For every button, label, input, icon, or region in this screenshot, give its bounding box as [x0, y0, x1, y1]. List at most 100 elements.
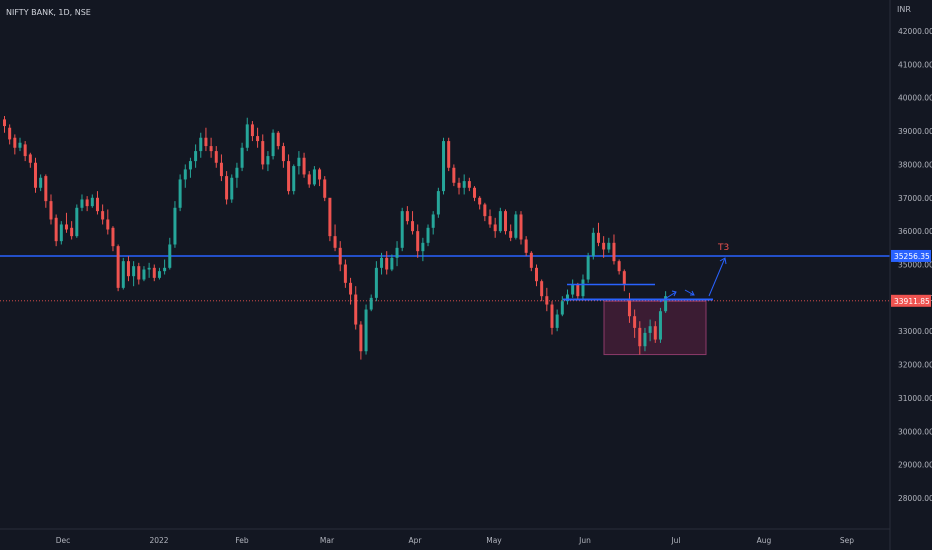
candle	[354, 286, 358, 330]
candle-body	[442, 141, 446, 192]
candle	[483, 202, 487, 222]
candle-body	[380, 257, 384, 268]
candle	[411, 211, 415, 235]
candle	[152, 264, 156, 282]
candle-body	[168, 244, 172, 268]
candle	[281, 142, 285, 168]
candle-body	[3, 119, 6, 127]
candle-body	[498, 211, 502, 232]
candle-body	[622, 271, 626, 285]
candle	[111, 226, 115, 252]
candle	[271, 129, 275, 160]
candle-body	[333, 236, 337, 248]
candle-body	[235, 167, 239, 178]
candle	[550, 301, 554, 335]
arrow-head	[690, 290, 695, 296]
candle	[627, 292, 631, 323]
candle	[18, 137, 22, 152]
candle-body	[560, 301, 564, 315]
candle-body	[219, 162, 223, 177]
candle	[126, 256, 130, 282]
candle-body	[152, 267, 156, 278]
candle	[617, 259, 621, 275]
candle-body	[80, 199, 84, 208]
candle	[250, 121, 254, 142]
candle-body	[126, 261, 130, 277]
candle-body	[8, 127, 12, 140]
time-tick-label: Jul	[670, 536, 680, 545]
candle-body	[421, 242, 425, 252]
candle-body	[607, 242, 611, 250]
candle	[493, 217, 497, 238]
candle-body	[194, 151, 198, 162]
candle-body	[467, 181, 471, 188]
candle-body	[23, 144, 27, 157]
price-tick-label: 31000.00	[898, 394, 932, 403]
time-tick-label: May	[486, 536, 502, 545]
price-axis[interactable]: 28000.00 29000.00 30000.00 31000.00 32000.00…	[889, 0, 932, 550]
candle	[209, 137, 213, 158]
candle	[101, 204, 105, 225]
candle-body	[385, 257, 389, 270]
candle	[49, 194, 53, 225]
candle-body	[478, 197, 482, 205]
candle	[225, 171, 229, 205]
candle	[390, 254, 394, 272]
candle-body	[359, 324, 363, 352]
candle	[178, 174, 182, 212]
candle	[395, 241, 399, 267]
candle	[581, 274, 585, 300]
candle	[204, 127, 208, 152]
candle-body	[111, 227, 115, 247]
candle-body	[209, 146, 213, 152]
candle	[64, 212, 68, 233]
candle	[168, 237, 172, 270]
price-tag-box	[891, 249, 931, 262]
candle	[312, 166, 316, 187]
candle-body	[163, 267, 167, 272]
candle	[638, 321, 642, 355]
candle-body	[529, 252, 533, 268]
time-axis[interactable]: Dec 2022 Feb Mar Apr May Jun Jul Aug Sep	[0, 528, 890, 545]
time-tick-label: Mar	[320, 536, 335, 545]
price-tick-label: 30000.00	[898, 427, 932, 436]
price-tick-label: 28000.00	[898, 494, 932, 503]
candle-body	[509, 231, 513, 238]
candle-body	[18, 142, 22, 148]
candle-body	[364, 309, 368, 352]
candle-body	[276, 132, 280, 147]
time-tick-label: Jun	[578, 536, 591, 545]
candle-body	[534, 267, 538, 282]
candle	[643, 327, 647, 352]
candle-body	[390, 257, 394, 270]
candle-body	[64, 224, 68, 230]
candle	[23, 141, 27, 162]
candle-body	[540, 281, 544, 297]
candle-body	[147, 267, 151, 270]
candle	[607, 237, 611, 253]
candle	[602, 236, 606, 258]
candle	[436, 187, 440, 218]
candle	[328, 197, 332, 242]
candle	[163, 259, 167, 275]
candle-body	[204, 137, 208, 147]
candle-body	[261, 141, 265, 165]
candle-body	[462, 181, 466, 188]
candle-body	[436, 191, 440, 215]
candle-body	[617, 261, 621, 272]
time-tick-label: 2022	[149, 536, 168, 545]
candle-body	[565, 294, 569, 302]
candle	[338, 241, 342, 272]
candle	[586, 252, 590, 283]
candle	[576, 282, 580, 300]
candle-body	[602, 242, 606, 250]
candle	[323, 176, 327, 202]
candle-body	[256, 136, 260, 142]
candle-body	[318, 169, 322, 180]
candle-body	[75, 207, 79, 237]
price-tick-label: 38000.00	[898, 160, 932, 169]
candle	[199, 132, 203, 158]
candle-body	[271, 132, 275, 157]
candle	[80, 194, 84, 212]
